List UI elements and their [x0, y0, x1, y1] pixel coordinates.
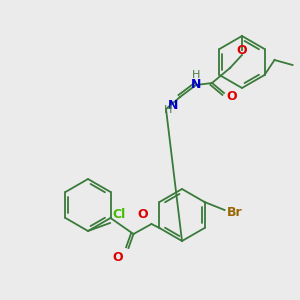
Text: N: N — [168, 99, 178, 112]
Text: Cl: Cl — [112, 208, 125, 221]
Text: O: O — [113, 251, 124, 264]
Text: O: O — [138, 208, 148, 221]
Text: H: H — [164, 105, 172, 115]
Text: O: O — [226, 89, 237, 103]
Text: H: H — [192, 70, 200, 80]
Text: Br: Br — [226, 206, 242, 218]
Text: N: N — [191, 79, 201, 92]
Text: O: O — [237, 44, 247, 56]
